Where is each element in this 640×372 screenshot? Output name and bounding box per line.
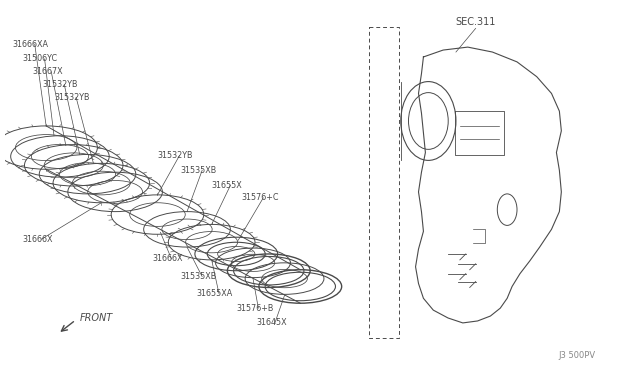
Text: J3 500PV: J3 500PV xyxy=(559,351,596,360)
Text: 31645X: 31645X xyxy=(256,318,287,327)
Text: 31535XB: 31535XB xyxy=(180,166,216,175)
Text: 31667X: 31667X xyxy=(33,67,63,76)
Text: 31576+C: 31576+C xyxy=(241,193,278,202)
Text: 31532YB: 31532YB xyxy=(42,80,77,89)
Text: SEC.311: SEC.311 xyxy=(456,17,496,28)
Text: 31666X: 31666X xyxy=(22,235,53,244)
Text: 31666X: 31666X xyxy=(152,254,183,263)
Text: 31666XA: 31666XA xyxy=(13,40,49,49)
Text: 31506YC: 31506YC xyxy=(22,54,58,64)
Text: 31532YB: 31532YB xyxy=(54,93,90,102)
Text: 31535XB: 31535XB xyxy=(180,272,216,281)
Text: 31576+B: 31576+B xyxy=(236,304,274,312)
Text: 31532YB: 31532YB xyxy=(157,151,193,160)
Text: 31655XA: 31655XA xyxy=(197,289,233,298)
Text: 31655X: 31655X xyxy=(212,180,243,189)
Text: FRONT: FRONT xyxy=(79,313,113,323)
